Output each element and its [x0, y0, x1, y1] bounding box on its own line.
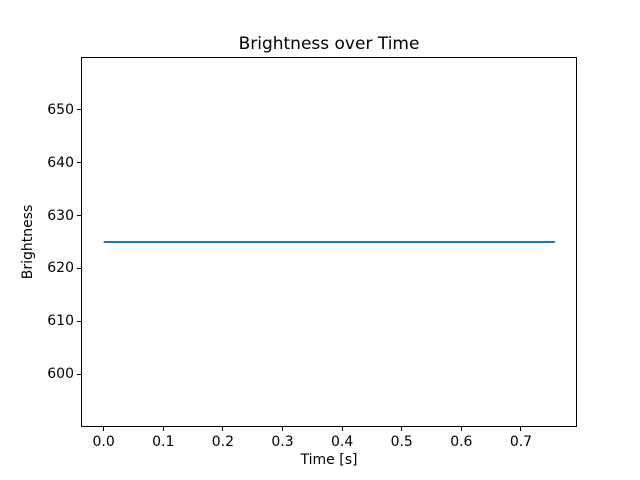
x-tick-label: 0.6	[450, 434, 473, 450]
x-tick-mark	[222, 427, 224, 431]
x-tick-label: 0.5	[390, 434, 413, 450]
y-tick-mark	[77, 162, 81, 164]
x-tick-mark	[460, 427, 462, 431]
y-tick-mark	[77, 320, 81, 322]
x-tick-mark	[103, 427, 105, 431]
y-tick-mark	[77, 373, 81, 375]
y-tick-label: 600	[47, 366, 74, 383]
x-tick-mark	[341, 427, 343, 431]
y-tick-label: 650	[47, 101, 74, 118]
plot-area	[81, 57, 577, 427]
x-tick-mark	[162, 427, 164, 431]
x-tick-label: 0.4	[330, 434, 354, 450]
y-tick-label: 630	[47, 207, 74, 224]
y-tick-label: 620	[47, 260, 74, 277]
x-tick-label: 0.0	[92, 434, 115, 450]
x-tick-mark	[401, 427, 403, 431]
y-tick-mark	[77, 215, 81, 217]
x-tick-mark	[520, 427, 522, 431]
chart-title: Brightness over Time	[238, 34, 420, 54]
y-tick-label: 640	[47, 154, 74, 171]
x-tick-label: 0.7	[509, 434, 533, 450]
x-axis-label: Time [s]	[300, 452, 358, 468]
x-tick-label: 0.2	[211, 434, 234, 450]
x-tick-label: 0.1	[152, 434, 175, 450]
x-tick-mark	[282, 427, 283, 431]
y-tick-mark	[77, 109, 81, 111]
y-tick-label: 610	[47, 313, 74, 330]
x-tick-label: 0.3	[271, 434, 294, 450]
y-tick-mark	[77, 267, 81, 269]
